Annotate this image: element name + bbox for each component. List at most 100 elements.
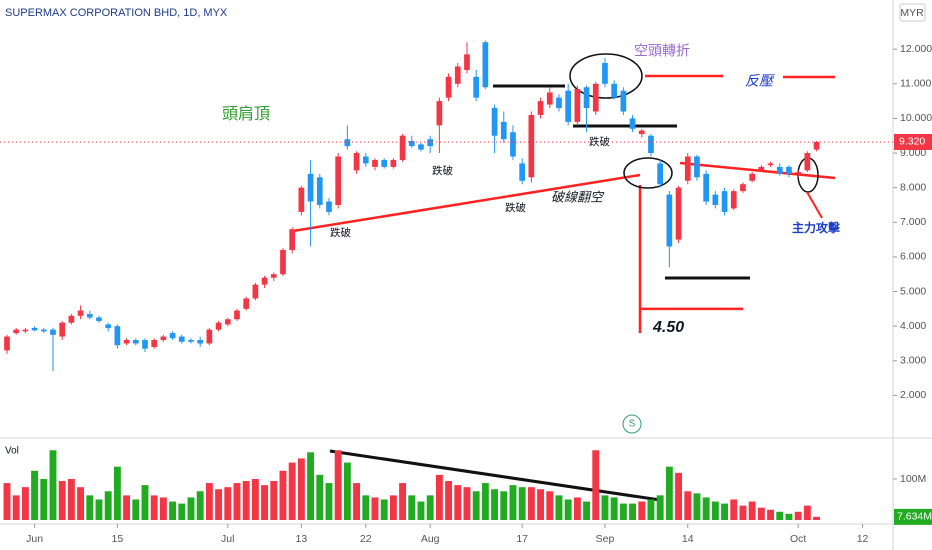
y-tick-label: 2.000 xyxy=(900,389,926,401)
candle-body xyxy=(804,153,811,171)
candle-body xyxy=(740,184,746,192)
volume-bar xyxy=(215,489,223,520)
volume-bar xyxy=(546,491,554,520)
volume-bar xyxy=(141,485,149,520)
candle-body xyxy=(556,97,562,109)
candle-body xyxy=(381,159,388,167)
candle-body xyxy=(280,249,286,275)
candle-body xyxy=(546,92,553,105)
volume-bar xyxy=(399,483,407,520)
y-tick-label: 3.000 xyxy=(900,355,926,367)
volume-bar xyxy=(297,458,305,520)
y-tick-label: 4.000 xyxy=(900,320,926,332)
x-tick-label: 12 xyxy=(857,533,869,545)
volume-bar xyxy=(316,474,324,520)
candle-body xyxy=(427,139,434,147)
volume-bar xyxy=(730,499,738,520)
annotation: 破線翻空 xyxy=(551,189,605,204)
y-tick-label: 7.000 xyxy=(900,216,926,228)
marker-circle xyxy=(622,414,642,434)
candle-body xyxy=(4,336,10,351)
volume-bar xyxy=(491,489,499,520)
volume-bar xyxy=(785,513,793,520)
candle-body xyxy=(454,66,461,84)
volume-bar xyxy=(159,497,167,520)
volume-bar xyxy=(205,483,213,520)
candle-body xyxy=(445,76,452,98)
candle-body xyxy=(151,340,158,347)
candle-body xyxy=(776,166,783,174)
y-tick-label: 12.000 xyxy=(900,43,932,55)
x-tick-label: 13 xyxy=(296,533,308,545)
volume-bar xyxy=(417,501,425,520)
x-tick-label: Sep xyxy=(596,533,615,545)
volume-bar xyxy=(224,487,232,520)
candle-body xyxy=(77,310,84,316)
volume-bar xyxy=(527,487,535,520)
y-tick-label: 6.000 xyxy=(900,251,926,263)
candle-body xyxy=(712,194,719,205)
candle-body xyxy=(795,172,802,174)
candle-body xyxy=(565,90,572,122)
candle-body xyxy=(786,166,792,174)
volume-bar xyxy=(537,489,545,520)
annotation: 反壓 xyxy=(745,73,775,89)
ellipse xyxy=(569,53,643,99)
candle-body xyxy=(519,163,526,181)
volume-bar xyxy=(564,499,572,520)
volume-bar xyxy=(656,495,664,520)
y-tick-label: 8.000 xyxy=(900,181,926,193)
volume-bar xyxy=(426,495,434,520)
candle-body xyxy=(758,166,765,171)
candle-body xyxy=(206,329,213,344)
marker: S xyxy=(629,419,636,430)
x-tick-label: 22 xyxy=(360,533,372,545)
volume-label: Vol xyxy=(5,446,19,457)
candle-body xyxy=(59,322,66,337)
volume-bar xyxy=(49,450,57,520)
volume-bar xyxy=(150,495,158,520)
chart-title: SUPERMAX CORPORATION BHD, 1D, MYX xyxy=(5,7,228,19)
candle-body xyxy=(666,194,673,247)
candle-body xyxy=(408,140,415,147)
x-tick-label: 14 xyxy=(682,533,694,545)
candle-body xyxy=(730,191,737,209)
candle-body xyxy=(169,333,176,339)
candle-body xyxy=(353,153,360,171)
y-tick-label: 11.000 xyxy=(900,78,931,90)
candle-body xyxy=(657,163,664,185)
volume-bar xyxy=(242,481,250,520)
candle-body xyxy=(491,108,498,136)
candle-body xyxy=(68,315,75,323)
volume-bar xyxy=(40,478,48,520)
annotation: 跌破 xyxy=(505,201,526,214)
volume-bar xyxy=(380,499,388,520)
volume-bar xyxy=(67,478,75,520)
volume-bar xyxy=(776,511,784,520)
candle-body xyxy=(105,324,112,328)
volume-bar xyxy=(408,495,416,520)
annotation: 空頭轉折 xyxy=(634,43,690,59)
volume-bar xyxy=(638,501,646,520)
volume-bar xyxy=(555,495,563,520)
candle-body xyxy=(390,159,397,167)
x-tick-label: 15 xyxy=(112,533,124,545)
candle-body xyxy=(243,298,250,309)
candle-body xyxy=(142,340,148,349)
volume-bar xyxy=(389,495,397,520)
annotation: 跌破 xyxy=(330,226,351,239)
annotation: 跌破 xyxy=(589,135,610,148)
volume-bar xyxy=(12,495,20,520)
volume-bar xyxy=(665,466,673,520)
x-tick-label: Jul xyxy=(221,533,234,545)
candle-body xyxy=(160,336,167,341)
volume-bar xyxy=(601,495,609,520)
candle-body xyxy=(132,340,139,344)
candle-body xyxy=(96,317,102,321)
volume-bar xyxy=(104,491,112,520)
candle-body xyxy=(307,173,314,202)
last-volume-box xyxy=(894,508,932,525)
candle-body xyxy=(50,329,56,335)
